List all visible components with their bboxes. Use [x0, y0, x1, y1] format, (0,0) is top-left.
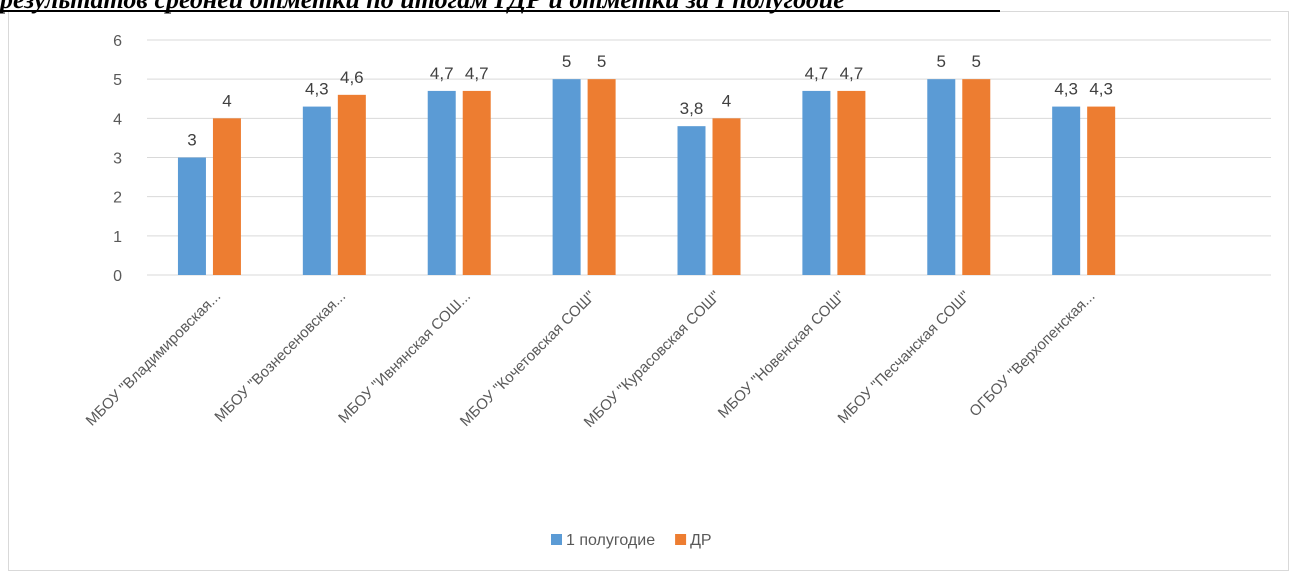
y-tick-label: 5	[113, 72, 122, 89]
data-label: 3	[187, 131, 196, 150]
data-label: 5	[597, 52, 606, 71]
chart-frame	[8, 11, 1289, 571]
bar-series2-3	[587, 79, 616, 276]
bar-series2-4	[712, 118, 741, 275]
data-label: 4,7	[805, 64, 829, 83]
data-label: 4,3	[1054, 80, 1078, 99]
y-tick-label: 6	[113, 33, 122, 50]
data-label: 4,3	[1089, 80, 1113, 99]
legend-swatch	[675, 534, 687, 545]
data-label: 5	[937, 52, 946, 71]
y-tick-label: 2	[113, 190, 122, 207]
bar-series1-2	[427, 90, 456, 276]
bar-series1-6	[927, 79, 956, 276]
y-tick-label: 0	[113, 268, 122, 285]
bar-series2-5	[837, 90, 866, 276]
category-label: МБОУ "Ивнянская СОШ...	[335, 288, 474, 427]
category-label: МБОУ "Песчанская СОШ"	[835, 288, 974, 427]
bar-series1-1	[302, 106, 331, 275]
data-label: 4,6	[340, 68, 364, 87]
category-label: МБОУ "Вознесеновская...	[211, 288, 349, 426]
bar-series2-0	[212, 118, 241, 275]
data-label: 4,7	[840, 64, 864, 83]
y-tick-label: 1	[113, 229, 122, 246]
bar-series1-7	[1052, 106, 1081, 275]
legend-label: 1 полугодие	[566, 532, 655, 549]
data-label: 4	[222, 91, 231, 110]
y-tick-label: 3	[113, 151, 122, 168]
bar-series2-7	[1087, 106, 1116, 275]
category-label: МБОУ "Владимировская...	[83, 288, 225, 430]
y-tick-label: 4	[113, 111, 122, 128]
bar-series2-1	[337, 94, 366, 275]
data-label: 4	[722, 91, 731, 110]
category-label: ОГБОУ "Верхопенская...	[966, 288, 1098, 420]
data-label: 5	[972, 52, 981, 71]
bar-series1-3	[552, 79, 581, 276]
category-label: МБОУ "Кочетовская СОШ"	[457, 288, 599, 430]
legend-label: ДР	[690, 532, 712, 549]
data-label: 5	[562, 52, 571, 71]
bar-series2-2	[462, 90, 491, 276]
legend-swatch	[551, 534, 562, 545]
category-label: МБОУ "Новенская СОШ"	[715, 288, 849, 422]
data-label: 3,8	[680, 99, 704, 118]
title-underline	[0, 10, 1000, 12]
data-label: 4,7	[430, 64, 454, 83]
data-label: 4,7	[465, 64, 489, 83]
bar-series1-0	[177, 157, 206, 275]
bar-series2-6	[962, 79, 991, 276]
bar-series1-4	[677, 126, 706, 276]
data-label: 4,3	[305, 80, 329, 99]
bar-series1-5	[802, 90, 831, 276]
category-label: МБОУ "Курасовская СОШ"	[581, 288, 724, 431]
